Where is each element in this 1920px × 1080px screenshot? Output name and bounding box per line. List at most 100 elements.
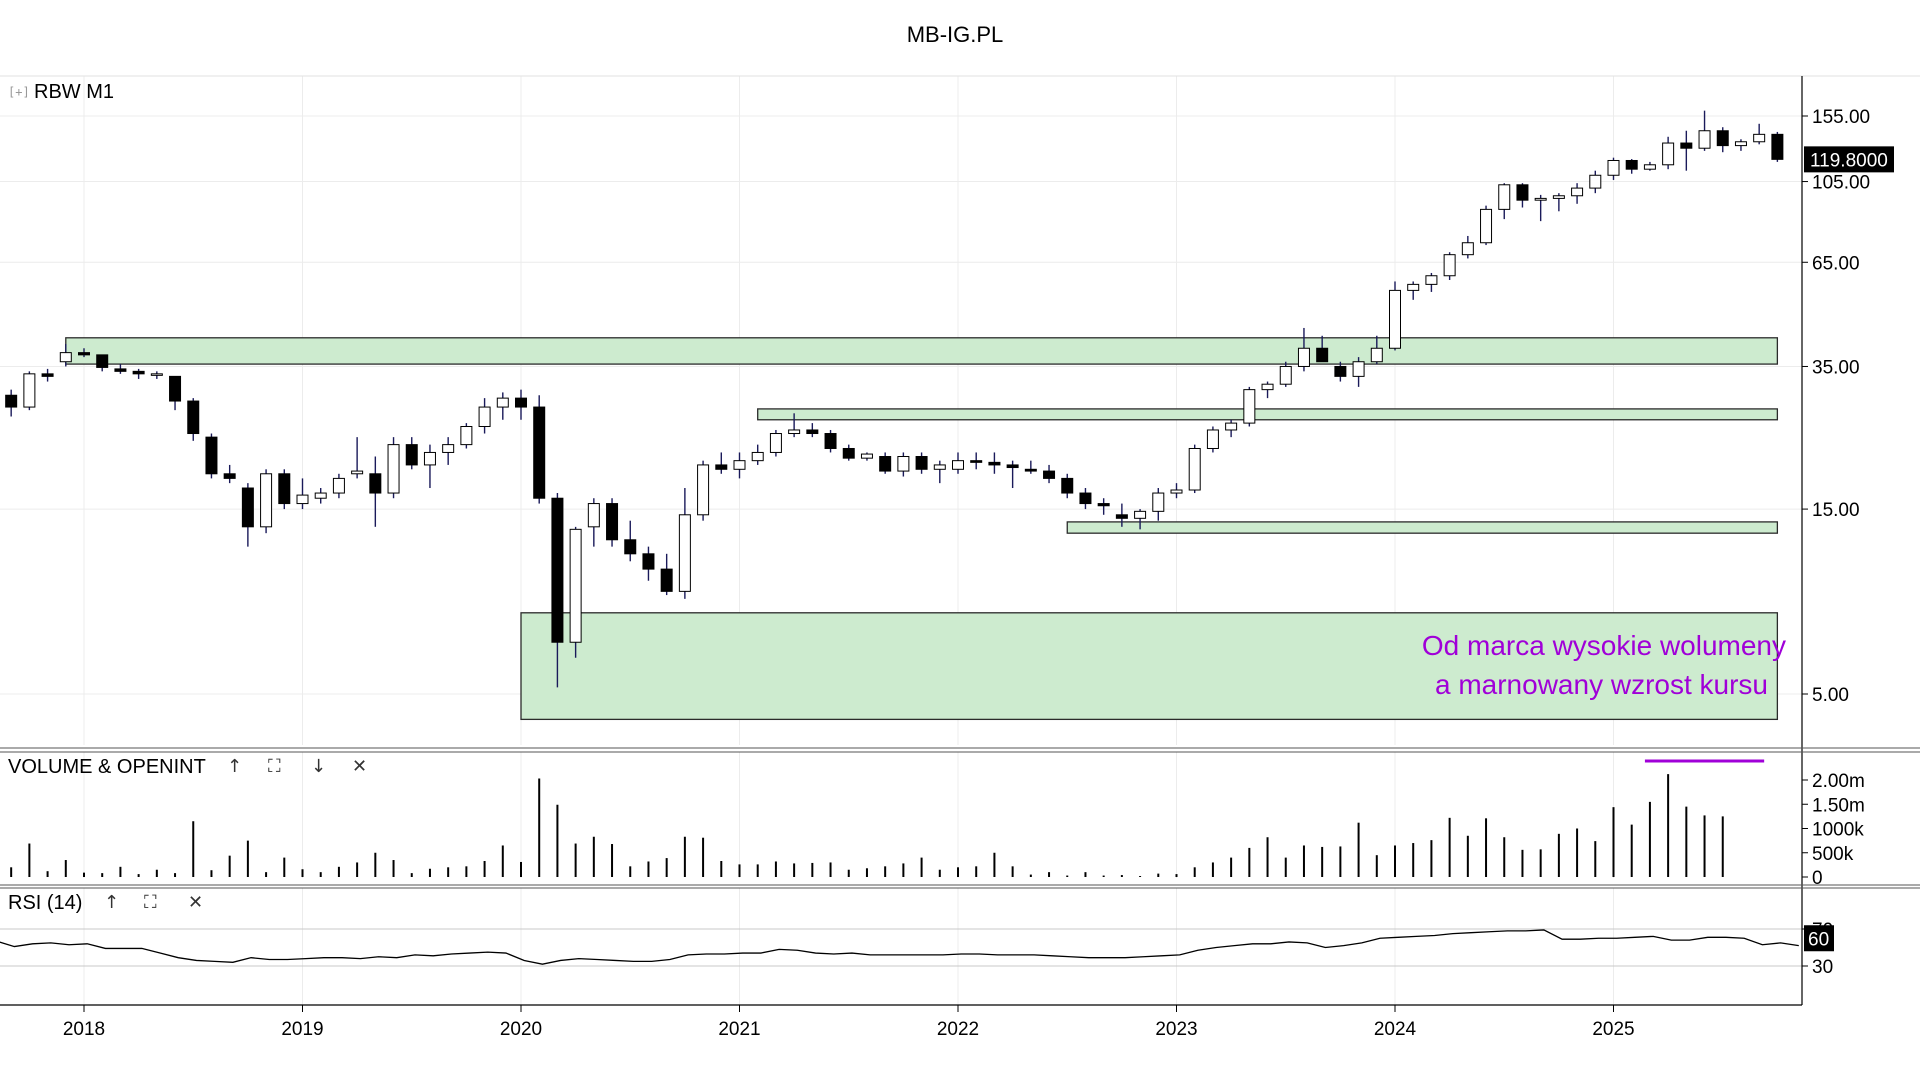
- candle-body: [223, 473, 236, 479]
- candle-body: [205, 436, 218, 475]
- candle-body: [1716, 130, 1729, 147]
- symbol-label: RBW M1: [34, 81, 114, 103]
- candle-body: [533, 406, 546, 499]
- candle-body: [1152, 492, 1165, 512]
- y-axis-labels: 155.00 105.00 65.00 35.00 15.00 5.00 2.00m 1.50…: [1802, 107, 1870, 978]
- rsi-close-icon[interactable]: ✕: [188, 892, 203, 913]
- candle-body: [1115, 514, 1128, 519]
- x-tick-label: 2021: [718, 1019, 760, 1040]
- candle-body: [1534, 197, 1547, 201]
- x-axis-labels: 2018 2019 2020 2021 2022 2023 2024 2025: [63, 1005, 1635, 1040]
- candle-body: [1352, 361, 1365, 377]
- candlesticks: [5, 110, 1784, 688]
- candle-body: [769, 433, 782, 453]
- price-tick-label: 155.00: [1812, 107, 1870, 128]
- candle-body: [933, 464, 946, 470]
- candle-body: [132, 370, 145, 375]
- rsi-maximize-icon[interactable]: ⛶: [144, 892, 157, 913]
- volume-maximize-icon[interactable]: ⛶: [268, 756, 281, 777]
- candle-body: [369, 473, 382, 494]
- volume-move-down-icon[interactable]: ↓: [311, 756, 326, 777]
- candle-body: [1643, 164, 1656, 170]
- candle-body: [260, 473, 273, 528]
- candle-body: [332, 477, 345, 494]
- price-tick-label: 5.00: [1812, 685, 1849, 706]
- volume-move-up-icon[interactable]: ↑: [227, 756, 242, 777]
- candle-body: [1461, 242, 1474, 256]
- x-tick-label: 2024: [1374, 1019, 1417, 1040]
- candle-body: [1407, 283, 1420, 291]
- candle-body: [241, 487, 254, 528]
- x-tick-label: 2022: [937, 1019, 979, 1040]
- candle-body: [751, 451, 764, 462]
- candle-body: [606, 503, 619, 541]
- volume-close-icon[interactable]: ✕: [352, 756, 367, 777]
- panel-frames: [0, 75, 1920, 1006]
- support-zones: [65, 337, 1779, 721]
- zone-rect-3: [1066, 521, 1779, 534]
- candle-body: [1480, 208, 1493, 244]
- x-tick-label: 2018: [63, 1019, 105, 1040]
- candle-body: [1134, 510, 1147, 519]
- candle-body: [478, 406, 491, 428]
- candle-body: [1279, 365, 1292, 385]
- candle-body: [1097, 503, 1110, 507]
- candle-body: [23, 373, 36, 408]
- candle-body: [1006, 464, 1019, 469]
- candle-body: [1079, 492, 1092, 505]
- candle-body: [1571, 187, 1584, 197]
- candle-body: [1061, 477, 1074, 494]
- candle-body: [1698, 130, 1711, 149]
- last-rsi-label: 60: [1808, 929, 1829, 950]
- candle-body: [314, 492, 327, 499]
- candle-body: [788, 429, 801, 435]
- expand-panel-icon[interactable]: [+]: [8, 85, 30, 99]
- candle-body: [1680, 142, 1693, 149]
- rsi-line: [0, 929, 1799, 965]
- candle-body: [1771, 133, 1784, 160]
- candle-body: [624, 539, 637, 555]
- candle-body: [1734, 141, 1747, 147]
- candle-body: [970, 460, 983, 463]
- candle-body: [1443, 254, 1456, 277]
- price-tick-label: 65.00: [1812, 253, 1860, 274]
- rsi-panel-label: RSI (14): [8, 892, 82, 914]
- candle-body: [296, 494, 309, 505]
- candle-body: [1498, 184, 1511, 210]
- candle-body: [587, 503, 600, 528]
- candle-body: [78, 352, 90, 356]
- volume-tick-label: 2.00m: [1812, 771, 1865, 792]
- candle-body: [150, 373, 163, 376]
- candle-body: [1589, 174, 1602, 189]
- candle-body: [733, 460, 746, 470]
- price-tick-label: 15.00: [1812, 500, 1860, 521]
- candle-body: [842, 447, 855, 459]
- rsi-move-up-icon[interactable]: ↑: [104, 892, 119, 913]
- candle-body: [5, 394, 18, 408]
- candle-body: [187, 400, 200, 435]
- rsi-line-group: [0, 929, 1799, 965]
- volume-tick-label: 1000k: [1812, 820, 1864, 841]
- candle-body: [496, 397, 509, 408]
- x-tick-label: 2020: [500, 1019, 542, 1040]
- candle-body: [59, 352, 72, 363]
- price-tick-label: 105.00: [1812, 173, 1870, 194]
- candle-body: [387, 444, 400, 494]
- page-title: MB-IG.PL: [907, 22, 1004, 47]
- candle-body: [423, 451, 436, 466]
- last-price-label: 119.8000: [1810, 150, 1888, 171]
- last-rsi-marker: 60: [1804, 925, 1834, 952]
- candle-body: [1625, 159, 1638, 170]
- candle-body: [824, 433, 837, 449]
- candle-body: [1188, 447, 1201, 491]
- candle-body: [1370, 347, 1383, 363]
- candle-body: [1753, 133, 1766, 143]
- candle-body: [114, 368, 127, 372]
- candle-body: [1607, 159, 1620, 176]
- candle-body: [988, 461, 1001, 466]
- candle-body: [351, 470, 364, 475]
- candle-body: [915, 456, 928, 470]
- x-tick-label: 2025: [1592, 1019, 1634, 1040]
- candle-body: [806, 429, 819, 435]
